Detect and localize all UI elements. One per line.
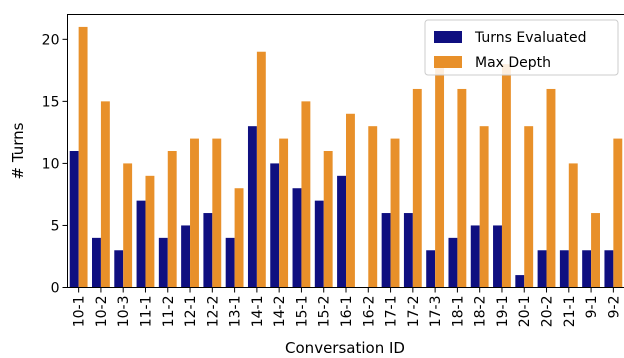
turns-evaluated-bar-13-1 (225, 237, 235, 288)
x-tick-label: 17-3 (428, 296, 444, 328)
turns-evaluated-bar-10-2 (92, 237, 101, 288)
y-tick-label: 0 (51, 281, 60, 297)
x-axis-label: Conversation ID (285, 339, 405, 357)
x-tick-label: 14-1 (250, 296, 266, 328)
x-tick-label: 13-1 (228, 296, 244, 328)
y-tick-label: 20 (42, 32, 60, 48)
turns-evaluated-bar-9-1 (582, 250, 592, 288)
legend-swatch (434, 56, 462, 68)
x-tick-label: 17-1 (384, 296, 400, 328)
turns-evaluated-bar-20-1 (515, 275, 525, 288)
turns-evaluated-bar-17-2 (403, 213, 413, 288)
x-tick-label: 15-2 (317, 296, 333, 328)
y-axis: 0 5 10 15 20 (42, 32, 68, 297)
max-depth-bar-11-2 (167, 151, 177, 288)
x-tick-label: 20-1 (517, 296, 533, 328)
x-tick-label: 18-2 (473, 296, 489, 328)
x-axis: 10-1 10-2 10-3 11-1 11-2 12-1 12-2 13-1 14-1 14-2… (72, 287, 622, 328)
legend-swatch (434, 31, 462, 43)
max-depth-bar-20-1 (524, 126, 534, 288)
turns-evaluated-bar-9-2 (604, 250, 614, 288)
y-tick-label: 5 (51, 218, 60, 234)
max-depth-bar-12-2 (212, 138, 222, 288)
turns-evaluated-bar-12-2 (203, 213, 213, 288)
max-depth-bar-10-2 (100, 101, 110, 288)
legend: Turns Evaluated Max Depth (424, 19, 619, 76)
y-tick-label: 15 (42, 94, 60, 110)
turns-evaluated-bar-17-1 (381, 213, 391, 288)
max-depth-bar-18-1 (457, 88, 467, 288)
turns-evaluated-bar-14-2 (270, 163, 280, 288)
max-depth-bar-16-2 (368, 126, 378, 288)
max-depth-bar-16-1 (346, 113, 355, 288)
turns-evaluated-bar-12-1 (181, 225, 191, 288)
turns-evaluated-bar-14-1 (247, 126, 257, 288)
max-depth-bar-10-1 (78, 26, 88, 288)
turns-evaluated-bar-19-1 (493, 225, 502, 288)
turns-evaluated-bar-15-2 (314, 200, 324, 288)
max-depth-bar-17-3 (435, 64, 445, 288)
x-tick-label: 16-1 (339, 296, 355, 328)
legend-label: Max Depth (475, 55, 551, 71)
max-depth-bar-9-1 (591, 213, 600, 288)
x-tick-label: 12-1 (183, 296, 199, 328)
plot-frame (67, 14, 624, 288)
x-tick-label: 14-2 (272, 296, 288, 328)
turns-evaluated-bar-11-1 (136, 200, 146, 288)
max-depth-bar-9-2 (613, 138, 623, 288)
x-tick-label: 10-3 (116, 296, 132, 328)
x-tick-label: 18-1 (450, 296, 466, 328)
bars-layer (69, 26, 623, 288)
turns-evaluated-bar-11-2 (158, 237, 168, 288)
max-depth-bar-15-1 (301, 101, 311, 288)
max-depth-bar-11-1 (145, 175, 155, 288)
x-tick-label: 9-1 (584, 296, 600, 319)
x-tick-label: 9-2 (606, 296, 622, 319)
turns-evaluated-bar-15-1 (292, 188, 302, 288)
max-depth-bar-19-1 (501, 64, 511, 288)
turns-evaluated-bar-20-2 (537, 250, 547, 288)
x-tick-label: 12-2 (205, 296, 221, 328)
max-depth-bar-17-1 (390, 138, 400, 288)
x-tick-label: 19-1 (495, 296, 511, 328)
x-tick-label: 16-2 (361, 296, 377, 328)
max-depth-bar-12-1 (190, 138, 199, 288)
max-depth-bar-20-2 (546, 88, 556, 288)
x-tick-label: 11-2 (161, 296, 177, 328)
x-tick-label: 20-2 (540, 296, 556, 328)
legend-box (424, 19, 619, 76)
legend-label: Turns Evaluated (474, 30, 586, 46)
x-tick-label: 11-1 (138, 296, 154, 328)
max-depth-bar-14-1 (256, 51, 266, 288)
turns-evaluated-bar-16-1 (337, 175, 346, 288)
turns-evaluated-bar-18-1 (448, 237, 458, 288)
turns-evaluated-bar-10-1 (69, 151, 79, 288)
y-axis-label: # Turns (9, 122, 27, 179)
x-tick-label: 17-2 (406, 296, 422, 328)
x-tick-label: 21-1 (562, 296, 578, 328)
max-depth-bar-14-2 (279, 138, 289, 288)
max-depth-bar-18-2 (479, 126, 489, 288)
x-tick-label: 10-2 (94, 296, 110, 328)
x-tick-label: 15-1 (294, 296, 310, 328)
max-depth-bar-17-2 (412, 88, 422, 288)
turns-evaluated-bar-21-1 (559, 250, 569, 288)
max-depth-bar-10-3 (123, 163, 133, 288)
max-depth-bar-13-1 (234, 188, 244, 288)
max-depth-bar-21-1 (568, 163, 578, 288)
x-tick-label: 10-1 (72, 296, 88, 328)
max-depth-bar-15-2 (323, 151, 333, 288)
turns-evaluated-bar-18-2 (470, 225, 480, 288)
turns-evaluated-bar-17-3 (426, 250, 436, 288)
turns-evaluated-bar-10-3 (114, 250, 124, 288)
y-tick-label: 10 (42, 156, 60, 172)
